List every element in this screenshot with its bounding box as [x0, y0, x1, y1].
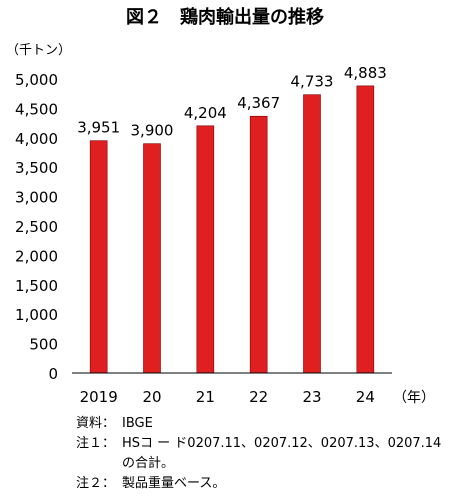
source-note-text: IBGE	[122, 416, 153, 431]
y-tick-label: 0	[48, 365, 58, 383]
note-1-label: 注１：	[76, 436, 116, 451]
bar	[356, 85, 375, 374]
y-tick-label: 3,000	[15, 189, 58, 207]
y-tick-label: 5,000	[15, 71, 58, 89]
note-2: 注２： 製品重量ベース。	[76, 474, 446, 494]
y-tick-label: 2,500	[15, 218, 58, 236]
notes: 資料： IBGE 注１： HSコ ー ド0207.11、0207.12、0207…	[76, 414, 446, 494]
x-tick-label: 24	[356, 388, 375, 406]
data-label: 4,733	[291, 73, 334, 91]
x-tick-label: 2019	[80, 388, 118, 406]
data-label: 3,951	[77, 119, 120, 137]
y-tick-label: 1,500	[15, 277, 58, 295]
source-note-label: 資料：	[76, 416, 116, 431]
chart-title: 図２ 鶏肉輸出量の推移	[126, 6, 324, 28]
data-label: 4,367	[237, 94, 280, 112]
note-1-text: HSコ ー ド0207.11、0207.12、0207.13、0207.14の合…	[122, 436, 442, 471]
x-unit-label: （年）	[393, 390, 435, 406]
data-label: 3,900	[131, 122, 174, 140]
note-1: 注１： HSコ ー ド0207.11、0207.12、0207.13、0207.…	[76, 434, 446, 474]
bar	[143, 143, 161, 374]
source-note: 資料： IBGE	[76, 414, 446, 434]
chart: 図２ 鶏肉輸出量の推移 （千トン） （年） 0 500 1,000 1,500 2,00…	[6, 6, 435, 406]
data-label: 4,204	[184, 104, 227, 122]
y-tick-label: 1,000	[15, 306, 58, 324]
note-2-label: 注２：	[76, 476, 116, 491]
x-tick-label: 23	[302, 388, 321, 406]
bar	[249, 115, 268, 374]
y-tick-label: 4,500	[15, 100, 58, 118]
bar	[303, 94, 321, 374]
x-tick-label: 20	[142, 388, 161, 406]
bar	[196, 125, 215, 374]
y-tick-label: 500	[29, 336, 58, 354]
y-tick-label: 4,000	[15, 130, 58, 148]
x-tick-label: 22	[249, 388, 268, 406]
y-tick-label: 2,000	[15, 247, 58, 265]
data-label: 4,883	[344, 64, 387, 82]
y-unit-label: （千トン）	[6, 43, 71, 58]
note-2-text: 製品重量ベース。	[122, 476, 226, 491]
y-tick-label: 3,500	[15, 159, 58, 177]
bar	[89, 140, 108, 374]
x-tick-label: 21	[196, 388, 215, 406]
